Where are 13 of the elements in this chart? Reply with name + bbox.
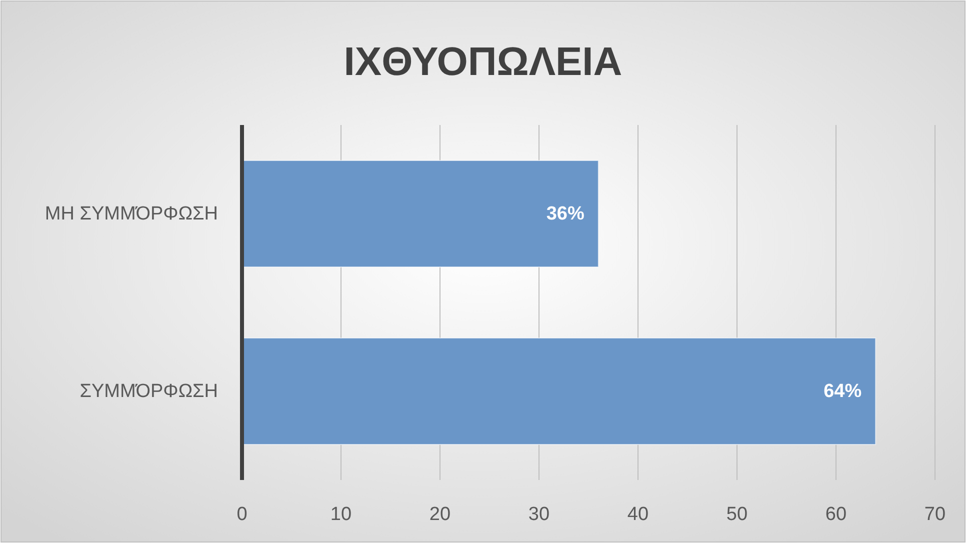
x-tick-label: 20: [429, 504, 451, 525]
data-label: 64%: [824, 380, 862, 402]
x-tick-label: 10: [330, 504, 352, 525]
x-tick-label: 70: [924, 504, 946, 525]
data-label: 36%: [546, 203, 585, 224]
x-tick-label: 50: [726, 504, 748, 525]
x-tick-label: 30: [528, 504, 550, 525]
chart-title: ΙΧΘΥΟΠΩΛΕΙΑ: [344, 40, 622, 84]
x-tick-label: 0: [236, 504, 248, 525]
x-tick-label: 40: [627, 504, 649, 525]
y-tick-label: ΜΗ ΣΥΜΜΌΡΦΩΣΗ: [44, 203, 218, 224]
y-tick-label: ΣΥΜΜΌΡΦΩΣΗ: [80, 380, 218, 402]
x-tick-label: 60: [825, 504, 847, 525]
